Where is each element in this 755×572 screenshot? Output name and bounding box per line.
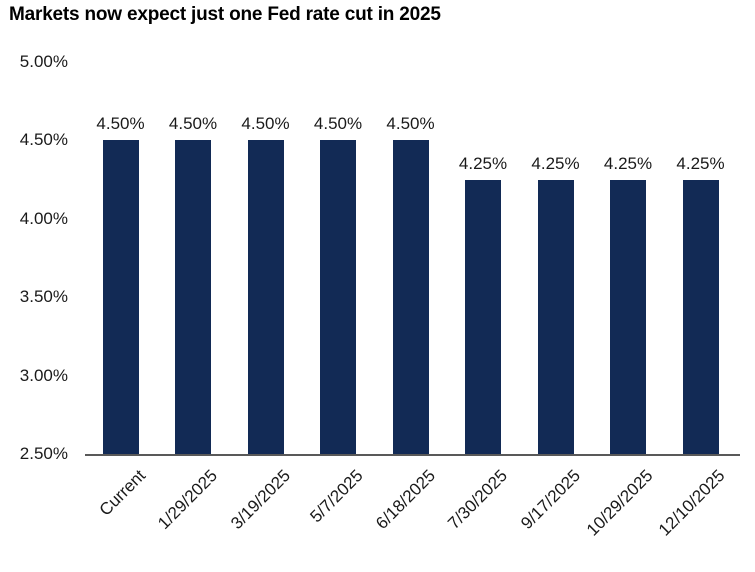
bar-value-label: 4.50% xyxy=(96,114,145,134)
x-axis-label: 3/19/2025 xyxy=(227,466,294,533)
bar xyxy=(175,140,211,454)
bar-value-label: 4.50% xyxy=(313,114,363,134)
bar-value-label: 4.25% xyxy=(603,153,653,173)
bar xyxy=(102,140,139,454)
bar xyxy=(682,179,719,454)
y-axis-tick-label: 4.50% xyxy=(19,130,68,150)
y-axis-tick-label: 5.00% xyxy=(19,52,68,71)
y-axis-tick-label: 2.50% xyxy=(19,444,68,463)
bar-value-label: 4.50% xyxy=(241,114,290,134)
bar-value-label: 4.50% xyxy=(168,114,218,134)
bar-value-label: 4.50% xyxy=(386,114,435,134)
bar xyxy=(320,140,356,454)
x-axis-label: 7/30/2025 xyxy=(444,466,512,533)
bar xyxy=(537,179,574,454)
x-axis-label: Current xyxy=(95,466,149,520)
x-axis-line xyxy=(85,454,740,456)
x-axis-label: 6/18/2025 xyxy=(372,466,439,533)
chart-title: Markets now expect just one Fed rate cut… xyxy=(9,4,441,25)
y-axis-tick-label: 3.00% xyxy=(19,365,68,385)
x-axis-label: 1/29/2025 xyxy=(154,466,222,533)
bar-value-label: 4.25% xyxy=(531,153,580,173)
y-axis-tick-label: 3.50% xyxy=(19,287,68,307)
bar xyxy=(247,140,284,454)
bar xyxy=(392,140,429,454)
bar xyxy=(610,179,646,454)
bar-value-label: 4.25% xyxy=(676,153,725,173)
x-axis-label: 5/7/2025 xyxy=(306,466,367,527)
bar xyxy=(465,179,501,454)
bar-value-label: 4.25% xyxy=(458,153,508,173)
y-axis-tick-label: 4.00% xyxy=(19,208,68,228)
x-axis-label: 10/29/2025 xyxy=(582,466,657,540)
x-axis-label: 9/17/2025 xyxy=(517,466,584,533)
x-axis-label: 12/10/2025 xyxy=(655,466,729,540)
